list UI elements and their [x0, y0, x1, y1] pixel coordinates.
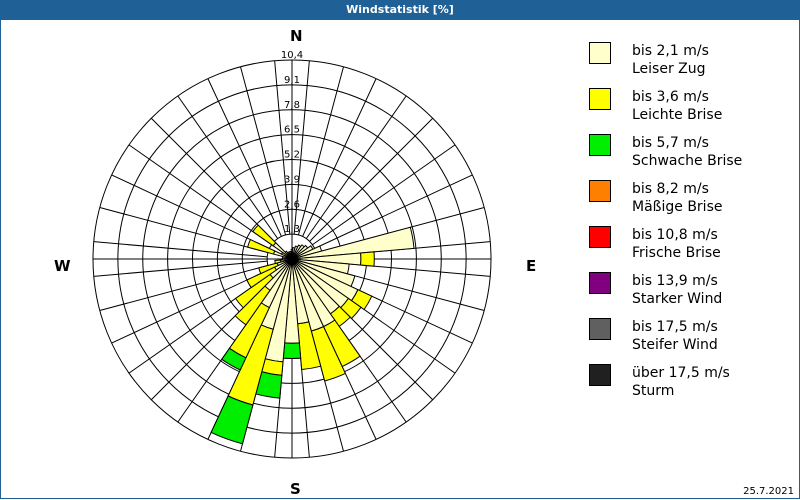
legend-swatch — [589, 364, 611, 386]
legend-range: bis 17,5 m/s — [632, 319, 718, 335]
rose-petal — [340, 297, 362, 320]
rose-petal — [274, 259, 282, 265]
legend-swatch — [589, 226, 611, 248]
legend-label: Leichte Brise — [632, 107, 723, 123]
grid-spoke — [240, 66, 287, 236]
legend-range: bis 8,2 m/s — [632, 181, 709, 197]
ring-label: 9,1 — [284, 75, 300, 86]
ring-label: 7,8 — [284, 100, 300, 111]
grid-spoke — [309, 117, 434, 242]
grid-spoke — [297, 66, 344, 236]
legend-swatch — [589, 42, 611, 64]
legend-range: bis 10,8 m/s — [632, 227, 718, 243]
grid-spoke — [93, 260, 268, 277]
grid-spoke — [302, 78, 377, 237]
rose-petal — [246, 266, 278, 289]
grid-spoke — [128, 144, 272, 246]
legend-swatch — [589, 180, 611, 202]
grid-spoke — [177, 95, 279, 239]
rose-petal — [350, 289, 373, 311]
legend-label: Schwache Brise — [632, 153, 743, 169]
compass-north-label: N — [290, 27, 303, 45]
grid-spoke — [274, 60, 291, 235]
rose-petal — [258, 262, 279, 275]
compass-west-label: W — [54, 257, 71, 275]
grid-spoke — [314, 174, 473, 249]
legend-swatch — [589, 318, 611, 340]
compass-east-label: E — [526, 257, 537, 275]
ring-label: 10,4 — [281, 50, 303, 61]
compass-south-label: S — [290, 480, 301, 498]
grid-spoke — [99, 264, 269, 311]
ring-label: 5,2 — [284, 150, 300, 161]
rose-petal — [291, 226, 415, 260]
legend-label: Leiser Zug — [632, 61, 706, 77]
legend-swatch — [589, 272, 611, 294]
rose-petal — [297, 321, 322, 371]
legend-range: bis 2,1 m/s — [632, 43, 709, 59]
center-dot — [289, 256, 295, 262]
legend-range: über 17,5 m/s — [632, 365, 730, 381]
rose-petal — [234, 285, 271, 326]
chart-title: Windstatistik [%] — [0, 0, 800, 20]
grid-spoke — [305, 95, 407, 239]
grid-spoke — [207, 78, 282, 237]
grid-spoke — [93, 241, 268, 258]
grid-spoke — [99, 207, 269, 254]
grid-spoke — [111, 269, 270, 344]
legend-label: Frische Brise — [632, 245, 721, 261]
grid-spoke — [111, 174, 270, 249]
date-stamp: 25.7.2021 — [743, 486, 794, 497]
legend-range: bis 13,9 m/s — [632, 273, 718, 289]
rose-petal — [247, 238, 276, 255]
legend-label: Steifer Wind — [632, 337, 718, 353]
legend-range: bis 5,7 m/s — [632, 135, 709, 151]
rose-petal — [282, 342, 302, 359]
grid-spoke — [312, 144, 456, 246]
rose-petal — [210, 395, 254, 445]
legend-range: bis 3,6 m/s — [632, 89, 709, 105]
legend-label: Sturm — [632, 383, 675, 399]
rose-petal — [252, 224, 277, 247]
ring-label: 1,3 — [284, 224, 300, 235]
rose-petal — [234, 273, 274, 309]
ring-label: 3,9 — [284, 174, 300, 185]
ring-label: 2,6 — [284, 199, 300, 210]
rose-petal — [310, 325, 347, 382]
grid-spoke — [293, 60, 310, 235]
wind-rose-chart: 1,3 2,6 3,9 5,2 6,5 7,8 9,1 10,4 — [92, 50, 492, 459]
rose-petal — [360, 251, 375, 267]
ring-label: 6,5 — [284, 125, 300, 136]
legend-swatch — [589, 88, 611, 110]
grid-spoke — [150, 117, 275, 242]
rose-petal — [221, 347, 247, 371]
legend-label: Mäßige Brise — [632, 199, 723, 215]
legend-swatch — [589, 134, 611, 156]
legend-label: Starker Wind — [632, 291, 723, 307]
